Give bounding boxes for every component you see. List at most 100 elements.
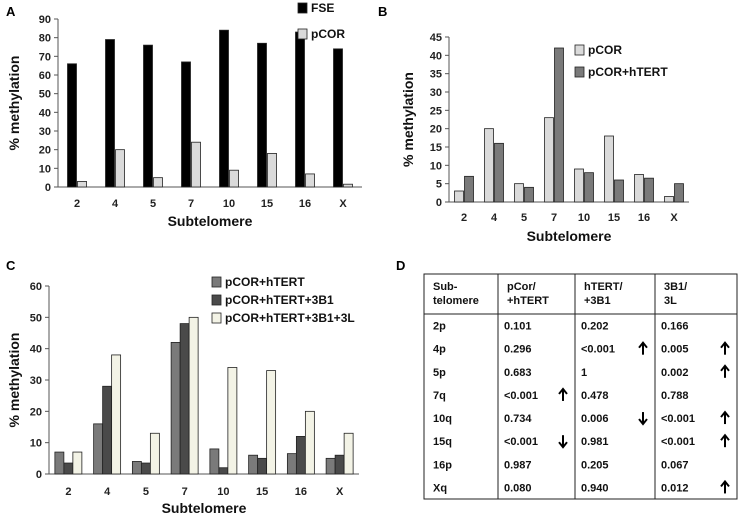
legend-swatch	[297, 2, 308, 14]
bar-pcor-16	[305, 173, 315, 188]
bar-pcor-plus-htert-plus-3b1-10	[218, 467, 229, 475]
bar-pcor-plus-htert-2	[464, 175, 474, 203]
x-tick-label: 7	[182, 486, 188, 498]
table-cell-value: 0.202	[581, 321, 609, 333]
arrow-head	[558, 441, 568, 449]
bar-pcor-15	[604, 135, 614, 203]
bar-pcor-plus-htert-plus-3b1-2	[63, 462, 74, 475]
bar-pcor-plus-htert-plus-3b1-plus-3l-16	[304, 410, 315, 475]
x-tick-label: 7	[551, 212, 557, 224]
table-cell-value: 0.981	[581, 436, 609, 448]
x-tick-label: 2	[461, 212, 467, 224]
bar-pcor-plus-htert-plus-3b1-plus-3l-10	[227, 367, 238, 475]
table-cell-value: 0.734	[504, 413, 532, 425]
x-axis-label: Subtelomere	[168, 213, 253, 229]
arrow-head	[638, 418, 648, 426]
legend-label: pCOR	[311, 27, 345, 41]
x-tick-label: X	[339, 198, 347, 210]
table-row-label: 4p	[433, 344, 446, 356]
bar-fse-X	[333, 48, 343, 188]
table-cell-value: 0.002	[661, 367, 689, 379]
bar-pcor-plus-htert-4	[494, 142, 504, 203]
x-tick-label: 2	[65, 486, 71, 498]
bar-fse-7	[181, 61, 191, 188]
y-axis-label: % methylation	[400, 72, 416, 167]
x-tick-label: 4	[491, 212, 498, 224]
y-tick-label: 15	[430, 142, 442, 154]
chart-panel-a: 0 10 20 30 40 50 60 70 80 90 2 4 5 7 10 15 16 X Subtelomer…	[6, 1, 362, 229]
table-row-label: 2p	[433, 321, 446, 333]
x-tick-label: 16	[638, 212, 650, 224]
arrow-head	[558, 387, 568, 395]
table-header-line: +hTERT	[507, 295, 549, 307]
arrow-up-icon	[720, 341, 730, 355]
table-cell-value: 0.067	[661, 459, 689, 471]
table-cell-value: 0.012	[661, 482, 689, 494]
table-cell-value: 1	[581, 367, 587, 379]
y-tick-label: 90	[39, 14, 51, 26]
table-border	[423, 273, 738, 500]
table-cell-value: 0.683	[504, 367, 532, 379]
bar-pcor-plus-htert-16	[286, 453, 297, 475]
y-tick-label: 0	[436, 197, 442, 209]
table-cell-value: 0.940	[581, 482, 609, 494]
bar-pcor-plus-htert-X	[325, 457, 336, 475]
bar-pcor-5	[153, 177, 163, 188]
bar-pcor-plus-htert-15	[614, 179, 624, 203]
table-cell-value: <0.001	[581, 344, 615, 356]
y-axis-label: % methylation	[6, 56, 22, 151]
arrow-head	[720, 433, 730, 441]
bar-pcor-plus-htert-10	[209, 448, 220, 475]
bar-pcor-plus-htert-X	[674, 183, 684, 203]
bar-pcor-2	[454, 190, 464, 203]
table-cell-value: 0.006	[581, 413, 609, 425]
y-tick-label: 50	[30, 312, 42, 324]
legend-label: pCOR+hTERT+3B1	[225, 293, 334, 307]
x-tick-label: 16	[299, 198, 311, 210]
arrow-up-icon	[720, 410, 730, 425]
arrow-head	[638, 341, 648, 349]
arrow-up-icon	[558, 387, 568, 401]
table-cell-value: <0.001	[504, 436, 538, 448]
bar-pcor-plus-htert-7	[554, 47, 564, 203]
bar-pcor-plus-htert-plus-3b1-5	[140, 462, 151, 475]
legend-label: FSE	[311, 1, 334, 15]
arrow-head	[720, 410, 730, 418]
table-cell-value: 0.296	[504, 344, 532, 356]
y-tick-label: 10	[39, 163, 51, 175]
y-tick-label: 60	[30, 281, 42, 293]
table-panel-d: Sub-telomere pCor/ +hTERT hTERT/ +3B1 3B1/3L 2…	[423, 273, 738, 500]
bar-pcor-plus-htert-plus-3b1-plus-3l-4	[111, 354, 122, 475]
table-header-line: pCor/	[507, 281, 536, 293]
y-tick-label: 20	[39, 145, 51, 157]
bar-pcor-X	[664, 196, 674, 203]
bar-pcor-plus-htert-plus-3b1-X	[334, 454, 345, 475]
y-tick-label: 30	[30, 375, 42, 387]
x-tick-label: 15	[256, 486, 268, 498]
panel-label-c: C	[6, 258, 16, 273]
x-axis-label: Subtelomere	[162, 500, 247, 516]
table-header-line: hTERT/	[584, 281, 623, 293]
table-row-label: 5p	[433, 367, 446, 379]
y-tick-label: 30	[430, 87, 442, 99]
table-header-cell: 3B1/3L	[664, 281, 687, 307]
bar-pcor-plus-htert-5	[524, 186, 534, 203]
x-tick-label: 10	[578, 212, 590, 224]
table-row-label: 10q	[433, 413, 452, 425]
legend-label: pCOR	[588, 43, 622, 57]
table-cell-value: 0.101	[504, 321, 532, 333]
bar-pcor-plus-htert-plus-3b1-15	[257, 457, 268, 475]
table-header-line: 3B1/	[664, 281, 687, 293]
x-tick-label: 15	[608, 212, 620, 224]
legend-label: pCOR+hTERT+3B1+3L	[225, 311, 355, 325]
legend-swatch	[211, 312, 222, 324]
table-cell-value: 0.005	[661, 344, 689, 356]
bar-pcor-4	[115, 149, 125, 188]
legend-swatch	[211, 276, 222, 288]
chart-panel-c: 0 10 20 30 40 50 60 2 4 5 7 10 15 16 X Subtelomere % met…	[6, 275, 359, 516]
legend-swatch	[574, 66, 585, 78]
bar-pcor-plus-htert-15	[248, 454, 259, 475]
y-tick-label: 20	[30, 406, 42, 418]
